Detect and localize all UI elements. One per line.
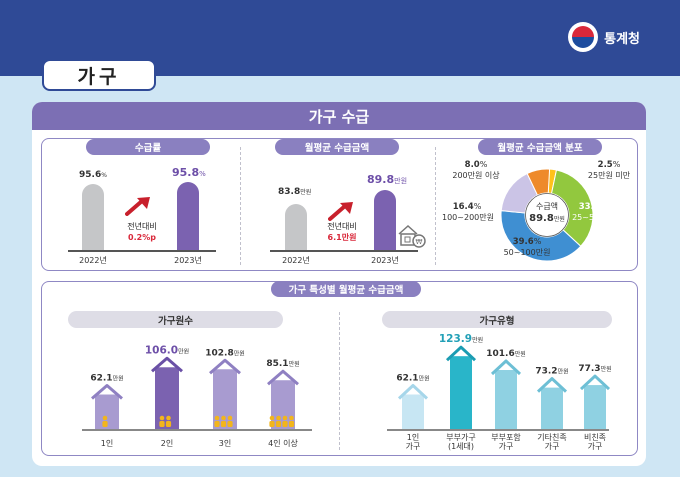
slice-label-50-100: 39.6% 50~100만원 [503, 237, 551, 258]
household-type-value: 73.2만원 [535, 367, 568, 377]
household-size-label: 3인 [219, 438, 231, 448]
year-label: 2023년 [371, 256, 399, 265]
slice-label-25-50: 33.6% 25~50만원 [572, 202, 614, 223]
supply-rate-title: 수급률 [86, 139, 210, 155]
household-chart: 62.1만원 1인 106.0만원 2인 102.8만원 3인 85.1만원 4인 이상 62.… [90, 333, 611, 451]
amount-2023-value: 89.8만원 [367, 173, 408, 186]
size-title: 가구원수 [68, 311, 283, 328]
household-type-value: 123.9만원 [439, 333, 483, 345]
slice-label-under25: 2.5% 25만원 미만 [587, 160, 631, 181]
person-icon [159, 415, 172, 427]
household-type-value: 77.3만원 [578, 364, 611, 374]
donut-center: 수급액 89.8만원 [529, 202, 565, 225]
household-size-label: 1인 [101, 438, 113, 448]
bar-supply-2022 [82, 184, 104, 250]
year-label: 2023년 [174, 256, 202, 265]
distribution-donut [500, 168, 594, 262]
monthly-amount-title: 월평균 수급금액 [275, 139, 399, 155]
household-size-value: 85.1만원 [266, 359, 299, 369]
axis-line [82, 429, 312, 431]
increase-arrow-icon [328, 202, 353, 221]
donut-slice [550, 169, 594, 247]
amount-2022-value: 83.8만원 [278, 187, 312, 197]
divider [339, 312, 340, 450]
divider [240, 147, 241, 265]
household-title: 가구 특성별 월평균 수급금액 [271, 281, 421, 297]
household-type-value: 62.1만원 [396, 373, 429, 383]
svg-text:₩: ₩ [416, 238, 423, 246]
increase-arrow-icon [125, 197, 150, 216]
slice-label-100-200: 16.4% 100~200만원 [442, 202, 494, 223]
household-type-value: 101.6만원 [486, 349, 526, 359]
house-coin-icon: ₩ [398, 224, 426, 248]
household-size-value: 62.1만원 [90, 373, 123, 383]
slice-label-200plus: 8.0% 200만원 이상 [452, 160, 500, 181]
supply-2023-value: 95.8% [172, 166, 206, 179]
bar-amount-2022 [285, 204, 307, 250]
axis-line [270, 250, 418, 252]
person-icon [269, 415, 295, 427]
year-label: 2022년 [79, 256, 107, 265]
type-title: 가구유형 [382, 311, 612, 328]
household-card: 가구 특성별 월평균 수급금액 가구원수 가구유형 62.1만원 1인 106.0만… [41, 281, 638, 456]
household-type-label: 부부가구 (1세대) [446, 433, 475, 451]
section-title: 가구 수급 [32, 102, 646, 130]
supply-card: 수급률 월평균 수급금액 월평균 수급금액 분포 95.6% 95.8% 전년대… [41, 138, 638, 271]
household-type-label: 부부포함 가구 [491, 433, 521, 451]
household-size-label: 4인 이상 [268, 438, 298, 448]
section-panel: 가구 수급 수급률 월평균 수급금액 월평균 수급금액 분포 95.6% 95.… [32, 102, 646, 466]
donut-hole [525, 193, 569, 237]
person-icon [214, 415, 233, 427]
donut-slice [526, 168, 551, 196]
bar-amount-2023 [374, 190, 396, 250]
axis-line [68, 250, 216, 252]
axis-line [387, 429, 609, 431]
donut-slice [500, 210, 582, 262]
supply-2022-value: 95.6% [79, 170, 107, 180]
page-title: 가구 [42, 59, 156, 91]
household-type-bar [490, 359, 522, 429]
taegeuk-icon [568, 22, 599, 52]
household-size-value: 106.0만원 [145, 344, 189, 356]
household-size-label: 2인 [161, 438, 173, 448]
person-icon [102, 415, 108, 427]
household-size-bar [267, 369, 299, 429]
household-type-bar [397, 383, 429, 429]
year-label: 2022년 [282, 256, 310, 265]
divider [435, 147, 436, 265]
household-type-bar [445, 345, 477, 429]
household-type-bar [536, 377, 568, 429]
amount-compare: 전년대비 6.1만원 [327, 222, 357, 242]
household-type-label: 기타친족 가구 [537, 432, 566, 451]
household-type-label: 1인 가구 [406, 432, 421, 451]
bar-supply-2023 [177, 182, 199, 250]
household-type-label: 비친족 가구 [584, 432, 606, 451]
household-type-bar [579, 374, 611, 429]
household-size-value: 102.8만원 [205, 348, 245, 358]
supply-compare: 전년대비 0.2%p [127, 222, 157, 242]
org-logo: 통계청 [568, 22, 640, 52]
org-name: 통계청 [604, 31, 640, 47]
distribution-title: 월평균 수급금액 분포 [478, 139, 602, 155]
